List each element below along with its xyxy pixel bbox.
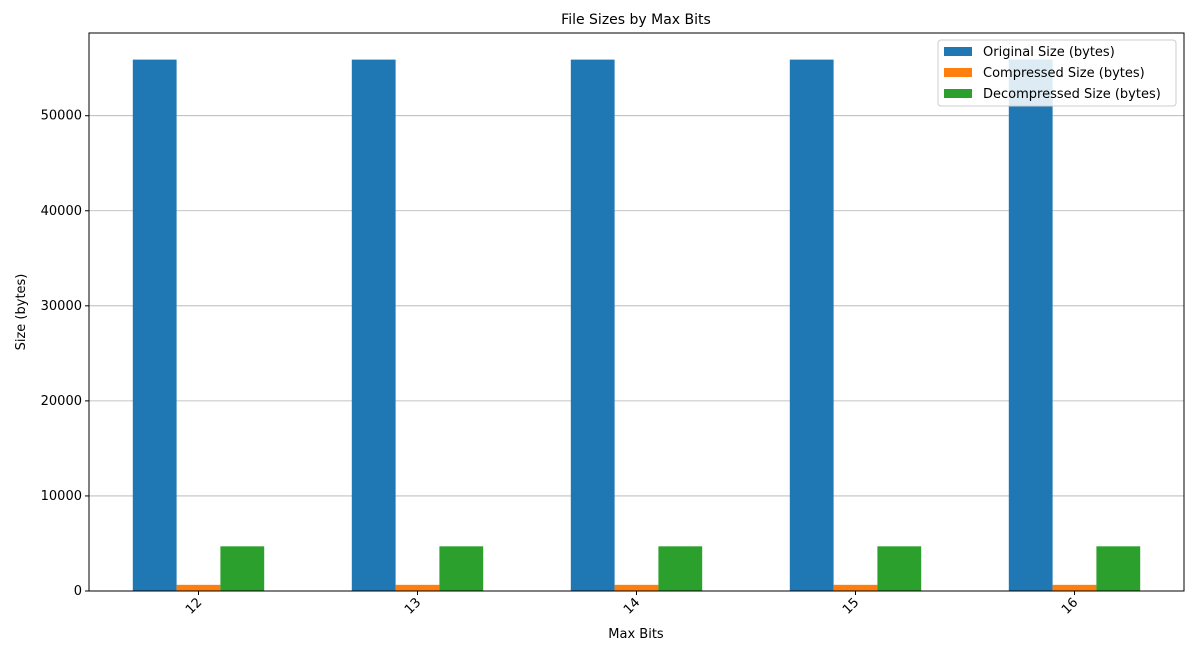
legend-box	[937, 39, 1177, 107]
y-tick-label: 50000	[41, 109, 82, 124]
x-tick-label: 13	[402, 595, 424, 617]
bar-decompressed	[439, 546, 484, 591]
x-tick-label: 15	[840, 595, 862, 617]
y-tick-label: 30000	[41, 299, 82, 314]
y-tick-label: 10000	[41, 489, 82, 504]
y-tick-label: 20000	[41, 394, 82, 409]
x-tick-label: 16	[1059, 595, 1081, 617]
x-tick-label: 12	[183, 595, 205, 617]
legend-label: Decompressed Size (bytes)	[983, 87, 1161, 102]
bar-decompressed	[658, 546, 703, 591]
y-axis-label: Size (bytes)	[14, 274, 29, 351]
bar-compressed	[833, 584, 878, 591]
bar-original	[132, 59, 177, 591]
grid-lines	[89, 115, 1184, 497]
bar-original	[789, 59, 834, 591]
bar-compressed	[395, 584, 440, 591]
bar-compressed	[1052, 584, 1097, 591]
bar-decompressed	[220, 546, 265, 591]
y-axis: 0 10000 20000 30000 40000 50000	[41, 109, 89, 599]
bar-compressed	[176, 584, 221, 591]
legend: Original Size (bytes) Compressed Size (by…	[937, 39, 1177, 107]
x-axis: 12 13 14 15 16	[183, 591, 1081, 618]
legend-label: Compressed Size (bytes)	[983, 66, 1145, 81]
y-tick-label: 0	[74, 584, 82, 599]
chart-title: File Sizes by Max Bits	[561, 12, 711, 28]
bar-original	[351, 59, 396, 591]
legend-swatch	[944, 68, 972, 77]
bar-decompressed	[877, 546, 922, 591]
x-tick-label: 14	[621, 595, 643, 617]
legend-label: Original Size (bytes)	[983, 45, 1115, 60]
bars	[132, 59, 1141, 591]
bar-original	[570, 59, 615, 591]
bar-compressed	[614, 584, 659, 591]
legend-swatch	[944, 47, 972, 56]
legend-swatch	[944, 89, 972, 98]
bar-decompressed	[1096, 546, 1141, 591]
y-tick-label: 40000	[41, 204, 82, 219]
x-axis-label: Max Bits	[608, 627, 664, 642]
bar-original	[1008, 59, 1053, 591]
